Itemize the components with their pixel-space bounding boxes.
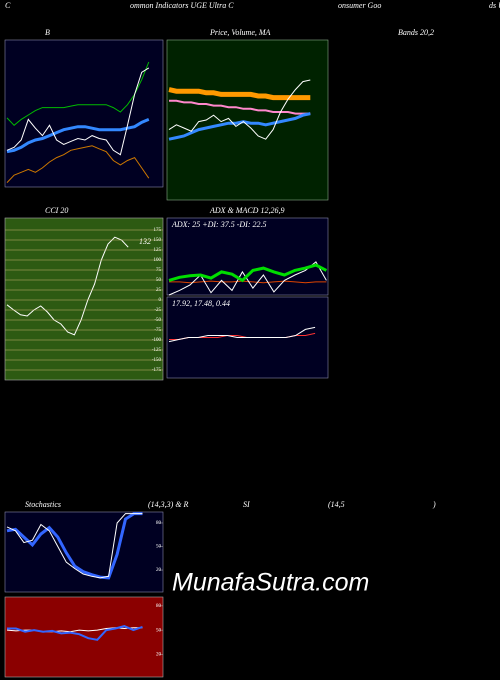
y-tick-label: 0 — [159, 298, 162, 303]
panel — [4, 217, 164, 381]
series-line — [6, 61, 150, 126]
watermark: MunafaSutra.com — [172, 569, 369, 597]
panel-title: Price, Volume, MA — [209, 28, 271, 37]
panel — [4, 511, 164, 593]
y-tick-label: 150 — [154, 238, 162, 243]
y-tick-label: 100 — [154, 258, 162, 263]
y-tick-label: 20 — [156, 653, 162, 658]
annotation: 17.92, 17.48, 0.44 — [172, 299, 230, 308]
y-tick-label: -25 — [154, 308, 161, 313]
panel-title: (14,5 — [328, 500, 345, 509]
y-tick-label: 25 — [156, 288, 162, 293]
header-text: onsumer Goo — [338, 1, 381, 10]
series-line — [6, 118, 150, 154]
header-text: ds U — [489, 1, 500, 10]
header-text: C — [5, 1, 11, 10]
y-tick-label: 80 — [156, 521, 162, 526]
series-line — [168, 326, 316, 343]
panel-title: ) — [432, 500, 436, 509]
series-line — [6, 513, 143, 579]
series-line — [6, 236, 129, 336]
series-line — [7, 625, 143, 641]
y-tick-label: 75 — [156, 268, 162, 273]
header-text: ommon Indicators UGE Ultra C — [130, 1, 234, 10]
series-line — [168, 79, 311, 140]
series-line — [6, 67, 150, 156]
annotation: 132 — [139, 237, 151, 246]
series-line — [168, 261, 327, 296]
panel — [166, 39, 329, 201]
y-tick-label: -125 — [152, 348, 162, 353]
panel-title: ADX & MACD 12,26,9 — [209, 206, 284, 215]
y-tick-label: 50 — [156, 545, 162, 550]
y-tick-label: 175 — [154, 228, 162, 233]
y-tick-label: -75 — [154, 328, 161, 333]
panel-title: Stochastics — [25, 500, 61, 509]
y-tick-label: -150 — [152, 358, 162, 363]
panel-title: CCI 20 — [45, 206, 68, 215]
series-line — [169, 280, 327, 284]
series-line — [6, 512, 143, 580]
y-tick-label: -100 — [152, 338, 162, 343]
y-tick-label: 50 — [156, 628, 162, 633]
y-tick-label: -50 — [154, 318, 161, 323]
panel-title: (14,3,3) & R — [148, 500, 189, 509]
series-line — [169, 99, 311, 115]
y-tick-label: 125 — [154, 248, 162, 253]
panel-title: B — [45, 28, 50, 37]
y-tick-label: 20 — [156, 568, 162, 573]
series-line — [6, 145, 150, 183]
annotation: ADX: 25 +DI: 37.5 -DI: 22.5 — [171, 220, 267, 229]
y-tick-label: 50 — [156, 278, 162, 283]
series-line — [168, 263, 328, 283]
panel-title: Bands 20,2 — [398, 28, 434, 37]
y-tick-label: 80 — [156, 604, 162, 609]
panel-title: SI — [243, 500, 250, 509]
series-line — [168, 112, 311, 141]
y-tick-label: -175 — [152, 368, 162, 373]
series-line — [168, 87, 311, 101]
